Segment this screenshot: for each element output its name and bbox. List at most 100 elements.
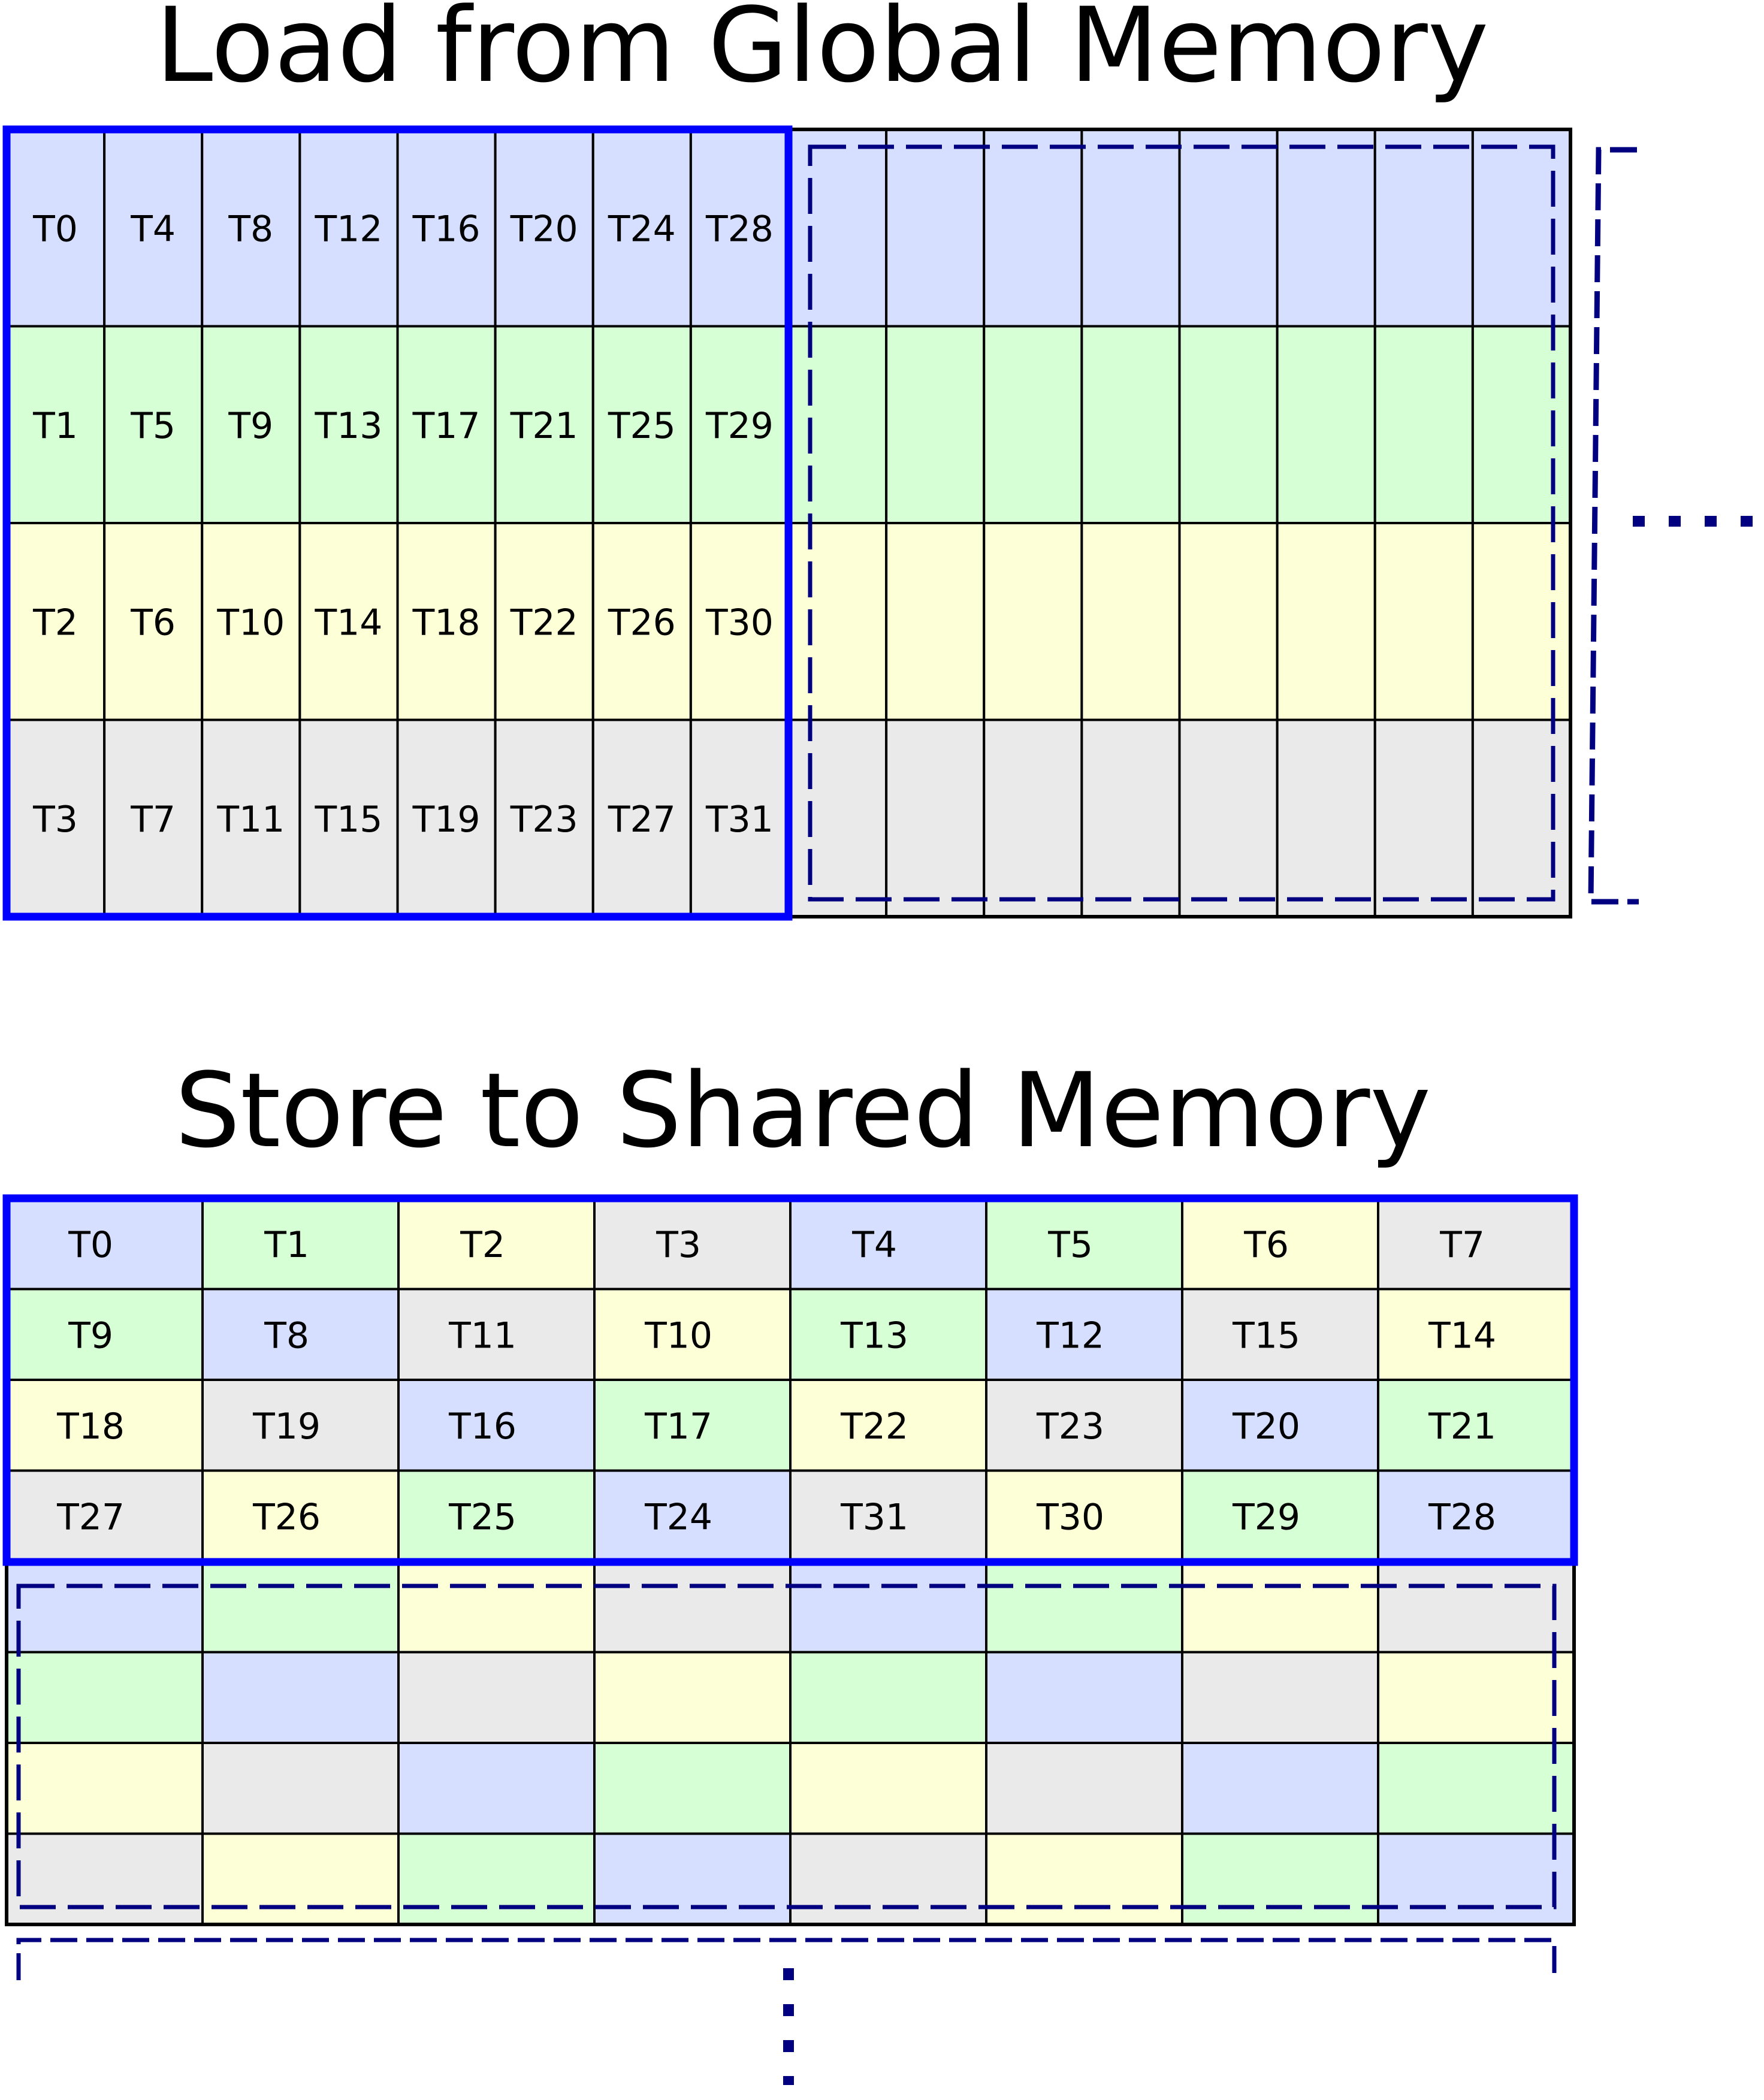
- thread-label: T11: [216, 799, 285, 841]
- load-cell: [983, 522, 1083, 721]
- load-cell: [1178, 325, 1279, 524]
- thread-label: T15: [314, 799, 382, 841]
- store-warp-highlight: [2, 1194, 1578, 1566]
- thread-label: T20: [510, 208, 578, 250]
- thread-label: T25: [608, 405, 676, 447]
- store-cell: [789, 1560, 987, 1654]
- thread-label: T2: [460, 1224, 505, 1266]
- store-cell: [985, 1197, 1183, 1291]
- thread-label: T19: [252, 1406, 321, 1448]
- thread-label: T23: [510, 799, 578, 841]
- thread-label: T23: [1036, 1406, 1104, 1448]
- load-cell: [689, 325, 790, 524]
- load-cell: [1276, 522, 1376, 721]
- load-cell: [787, 325, 888, 524]
- load-cell: [494, 325, 594, 524]
- store-cell: [789, 1832, 987, 1926]
- store-cell: [789, 1651, 987, 1744]
- thread-label: T24: [608, 208, 676, 250]
- load-cell: [1178, 522, 1279, 721]
- load-cell: [787, 522, 888, 721]
- load-cell: [983, 128, 1083, 328]
- thread-label: T29: [1232, 1496, 1300, 1538]
- thread-label: T26: [608, 602, 676, 643]
- load-cell: [1080, 522, 1181, 721]
- thread-label: T16: [412, 208, 481, 250]
- load-cell: [1373, 325, 1474, 524]
- thread-label: T19: [412, 799, 481, 841]
- thread-label: T0: [32, 208, 78, 250]
- thread-label: T9: [68, 1315, 113, 1356]
- store-cell: [985, 1742, 1183, 1835]
- load-cell: [885, 718, 986, 918]
- load-cell: [396, 325, 497, 524]
- load-title: Load from Global Memory: [155, 0, 1488, 105]
- load-cell: [1471, 522, 1572, 721]
- thread-label: T8: [228, 208, 273, 250]
- thread-label: T26: [252, 1496, 321, 1538]
- store-cell: [1377, 1742, 1575, 1835]
- load-cell: [1178, 718, 1279, 918]
- store-cell: [397, 1288, 596, 1381]
- store-cell: [5, 1742, 204, 1835]
- thread-label: T21: [1428, 1406, 1496, 1448]
- store-cell: [5, 1197, 204, 1291]
- store-cell: [789, 1379, 987, 1472]
- thread-label: T7: [1439, 1224, 1485, 1266]
- load-cell: [5, 718, 106, 918]
- store-cell: [201, 1379, 400, 1472]
- store-cell: [1377, 1560, 1575, 1654]
- load-cell: [885, 522, 986, 721]
- thread-label: T14: [1428, 1315, 1496, 1356]
- thread-label: T20: [1232, 1406, 1300, 1448]
- thread-label: T1: [32, 405, 78, 447]
- load-warp-highlight: [2, 125, 793, 921]
- thread-label: T5: [1047, 1224, 1093, 1266]
- load-cell: [787, 718, 888, 918]
- thread-label: T4: [851, 1224, 897, 1266]
- store-cell: [201, 1560, 400, 1654]
- thread-label: T21: [510, 405, 578, 447]
- store-cell: [201, 1742, 400, 1835]
- thread-label: T17: [644, 1406, 712, 1448]
- store-cell: [593, 1469, 792, 1563]
- thread-label: T27: [608, 799, 676, 841]
- thread-label: T18: [412, 602, 481, 643]
- thread-label: T15: [1232, 1315, 1300, 1356]
- thread-label: T8: [264, 1315, 309, 1356]
- load-cell: [5, 128, 106, 328]
- load-cell: [1471, 718, 1572, 918]
- load-cell: [1373, 718, 1474, 918]
- store-cell: [1181, 1832, 1379, 1926]
- load-cell: [1471, 128, 1572, 328]
- thread-label: T6: [1243, 1224, 1289, 1266]
- thread-label: T27: [56, 1496, 125, 1538]
- thread-label: T25: [448, 1496, 516, 1538]
- store-cell: [5, 1379, 204, 1472]
- store-cell: [201, 1288, 400, 1381]
- thread-label: T31: [705, 799, 774, 841]
- thread-label: T12: [314, 208, 382, 250]
- load-cell: [494, 718, 594, 918]
- thread-label: T9: [228, 405, 273, 447]
- load-cell: [1080, 718, 1181, 918]
- load-cell: [494, 522, 594, 721]
- load-cell: [298, 522, 399, 721]
- load-cell: [1373, 128, 1474, 328]
- thread-label: T2: [32, 602, 78, 643]
- store-cell: [593, 1742, 792, 1835]
- load-cell: [201, 325, 301, 524]
- store-cell: [397, 1560, 596, 1654]
- load-cell: [1373, 522, 1474, 721]
- store-cell: [1377, 1197, 1575, 1291]
- store-cell: [1181, 1742, 1379, 1835]
- thread-label: T24: [644, 1496, 712, 1538]
- thread-label: T28: [705, 208, 774, 250]
- thread-label: T17: [412, 405, 481, 447]
- thread-label: T13: [840, 1315, 908, 1356]
- store-cell: [397, 1379, 596, 1472]
- load-cell: [689, 128, 790, 328]
- store-grid: T0 T1 T2 T3 T4 T5 T6 T7 T9 T8 T11 T10 T13 T12 T15 T14 T1…: [5, 1196, 1576, 1926]
- thread-label: T1: [264, 1224, 309, 1266]
- load-cell: [1276, 128, 1376, 328]
